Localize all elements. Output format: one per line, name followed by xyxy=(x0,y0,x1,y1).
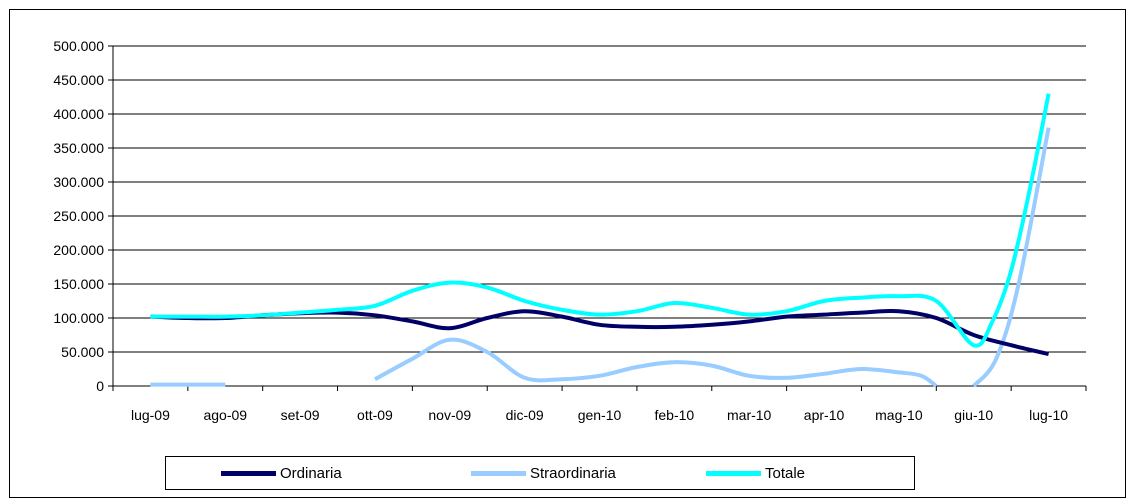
series-line-ordinaria xyxy=(150,308,1050,356)
y-axis-ticks: 500.000 450.000 400.000 350.000 300.000 250.0… xyxy=(53,38,104,394)
legend-item-totale: Totale xyxy=(706,457,805,489)
y-tick-label: 500.000 xyxy=(53,38,104,54)
series-line-totale xyxy=(150,93,1051,348)
x-tick-label: nov-09 xyxy=(428,407,471,423)
x-axis-ticks: lug-09 ago-09 set-09 ott-09 nov-09 dic-09 gen-… xyxy=(131,407,1068,423)
x-tick-label: mar-10 xyxy=(727,407,772,423)
x-tick-label: feb-10 xyxy=(654,407,694,423)
gridlines xyxy=(113,45,1086,353)
legend-swatch-ordinaria xyxy=(221,470,276,476)
x-tick-label: dic-09 xyxy=(506,407,544,423)
legend-label-ordinaria: Ordinaria xyxy=(280,464,342,482)
x-tick-label: apr-10 xyxy=(804,407,845,423)
y-tick-label: 50.000 xyxy=(61,344,104,360)
series-line-straordinaria xyxy=(972,127,1051,388)
x-tick-label: giu-10 xyxy=(954,407,993,423)
legend-item-ordinaria: Ordinaria xyxy=(221,457,342,489)
x-tick-label: ago-09 xyxy=(203,407,247,423)
y-tick-label: 100.000 xyxy=(53,310,104,326)
series-line-straordinaria xyxy=(374,337,938,388)
x-tick-label: lug-10 xyxy=(1029,407,1068,423)
x-tick-label: mag-10 xyxy=(875,407,923,423)
series-lines xyxy=(150,93,1051,388)
legend-label-straordinaria: Straordinaria xyxy=(530,464,616,482)
x-tick-label: gen-10 xyxy=(578,407,622,423)
y-tick-label: 200.000 xyxy=(53,242,104,258)
x-tick-label: set-09 xyxy=(281,407,320,423)
y-tick-label: 250.000 xyxy=(53,208,104,224)
chart-frame xyxy=(9,9,1126,498)
y-tick-label: 350.000 xyxy=(53,140,104,156)
y-tick-label: 450.000 xyxy=(53,72,104,88)
x-tick-label: lug-09 xyxy=(131,407,170,423)
legend-swatch-totale xyxy=(706,470,761,476)
y-tick-label: 400.000 xyxy=(53,106,104,122)
x-tick-label: ott-09 xyxy=(357,407,393,423)
legend: Ordinaria Straordinaria Totale xyxy=(165,456,915,490)
legend-item-straordinaria: Straordinaria xyxy=(471,457,616,489)
axes xyxy=(108,45,1087,391)
y-tick-label: 0 xyxy=(96,378,104,394)
y-tick-label: 150.000 xyxy=(53,276,104,292)
legend-label-totale: Totale xyxy=(765,464,806,482)
y-tick-label: 300.000 xyxy=(53,174,104,190)
legend-swatch-straordinaria xyxy=(471,470,526,476)
